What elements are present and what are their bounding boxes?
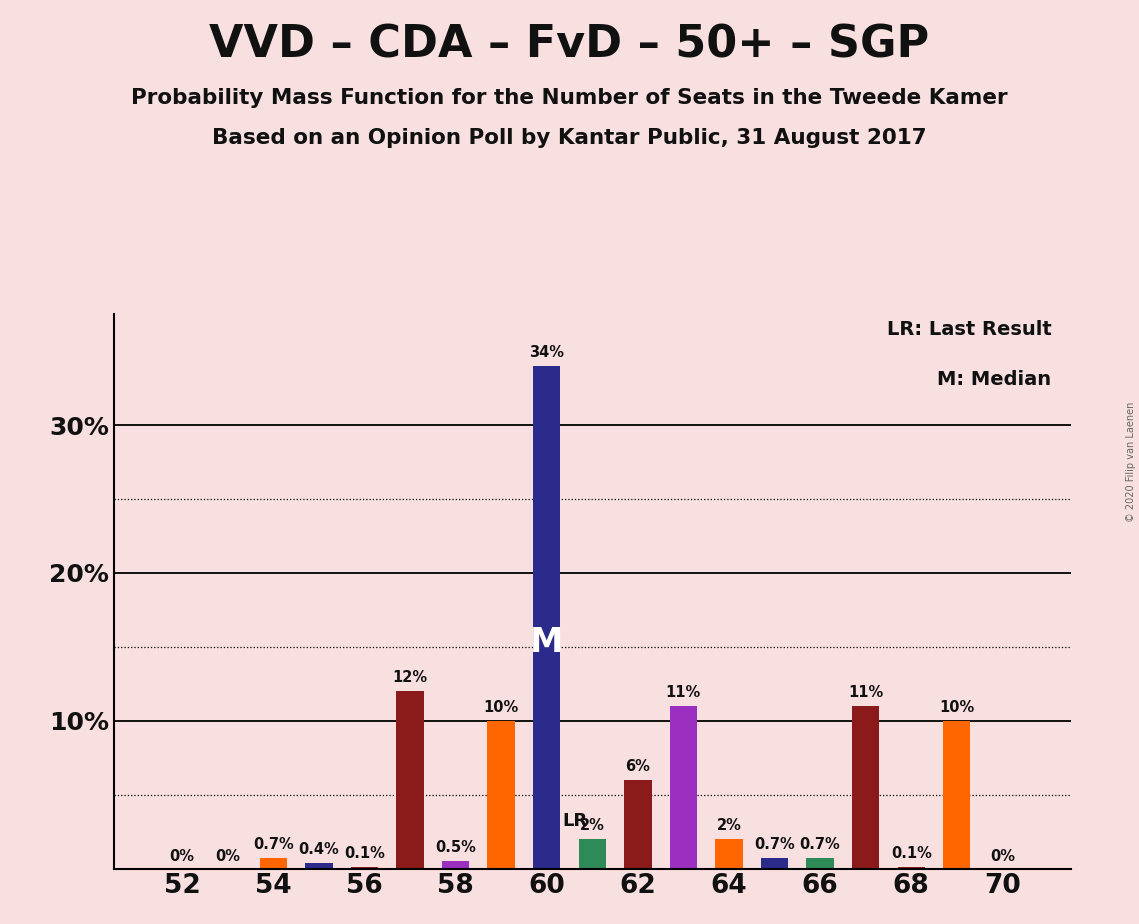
Bar <box>533 366 560 869</box>
Text: 2%: 2% <box>580 818 605 833</box>
Text: © 2020 Filip van Laenen: © 2020 Filip van Laenen <box>1126 402 1136 522</box>
Text: 0.7%: 0.7% <box>253 837 294 852</box>
Bar <box>260 858 287 869</box>
Text: 6%: 6% <box>625 759 650 774</box>
Text: 0%: 0% <box>990 849 1015 864</box>
Text: 0.5%: 0.5% <box>435 840 476 856</box>
Bar <box>761 858 788 869</box>
Text: 0.7%: 0.7% <box>800 837 841 852</box>
Bar <box>305 863 333 869</box>
Bar <box>442 861 469 869</box>
Text: 0.4%: 0.4% <box>298 842 339 857</box>
Text: 10%: 10% <box>484 699 518 715</box>
Bar <box>943 721 970 869</box>
Text: 10%: 10% <box>940 699 974 715</box>
Bar <box>624 780 652 869</box>
Text: Probability Mass Function for the Number of Seats in the Tweede Kamer: Probability Mass Function for the Number… <box>131 88 1008 108</box>
Text: LR: Last Result: LR: Last Result <box>887 320 1051 339</box>
Bar <box>806 858 834 869</box>
Text: 0%: 0% <box>170 849 195 864</box>
Text: VVD – CDA – FvD – 50+ – SGP: VVD – CDA – FvD – 50+ – SGP <box>210 23 929 67</box>
Text: 34%: 34% <box>530 345 564 360</box>
Bar <box>396 691 424 869</box>
Text: 0.1%: 0.1% <box>891 846 932 861</box>
Text: 0%: 0% <box>215 849 240 864</box>
Text: M: M <box>530 626 564 659</box>
Text: 12%: 12% <box>393 670 427 686</box>
Bar <box>670 706 697 869</box>
Bar <box>715 839 743 869</box>
Bar <box>898 867 925 869</box>
Text: 0.1%: 0.1% <box>344 846 385 861</box>
Text: 2%: 2% <box>716 818 741 833</box>
Text: 0.7%: 0.7% <box>754 837 795 852</box>
Text: LR: LR <box>563 812 588 830</box>
Bar <box>487 721 515 869</box>
Text: 11%: 11% <box>666 685 700 700</box>
Text: 11%: 11% <box>849 685 883 700</box>
Bar <box>852 706 879 869</box>
Bar <box>351 867 378 869</box>
Text: M: Median: M: Median <box>937 370 1051 389</box>
Bar <box>579 839 606 869</box>
Text: Based on an Opinion Poll by Kantar Public, 31 August 2017: Based on an Opinion Poll by Kantar Publi… <box>212 128 927 148</box>
